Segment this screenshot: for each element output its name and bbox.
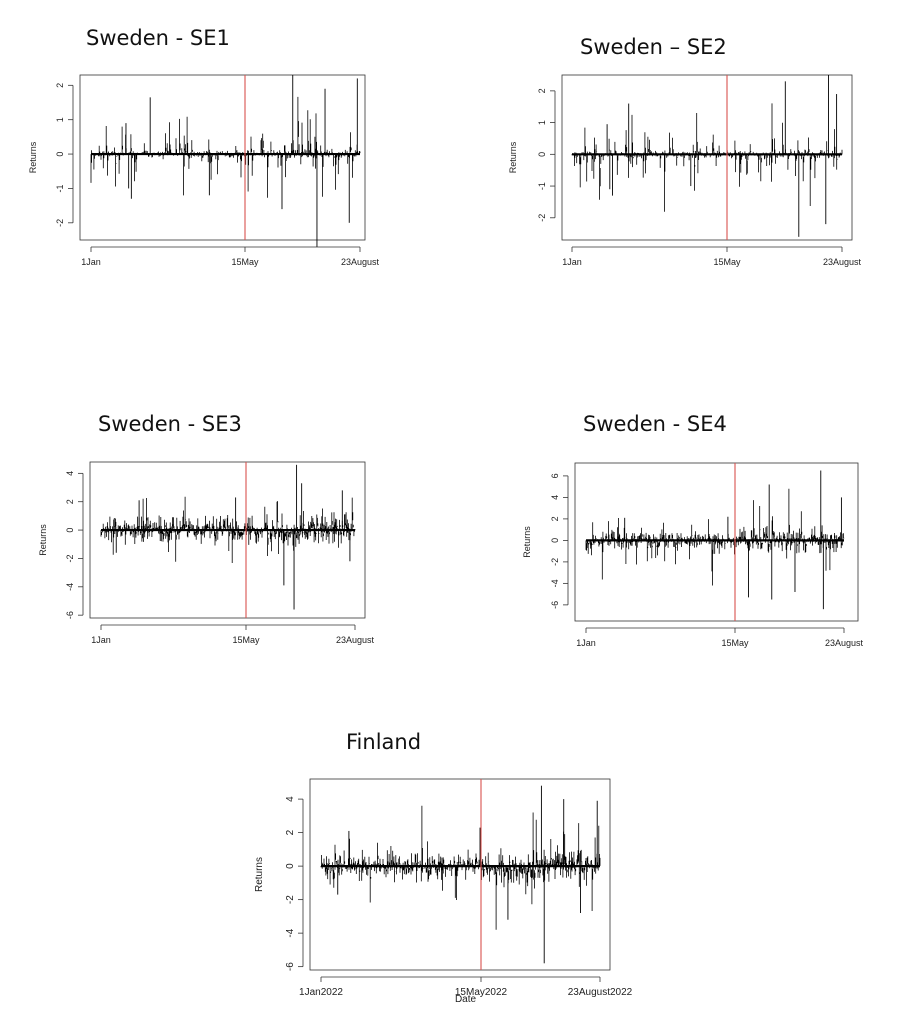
y-axis-label: Returns [508,141,518,173]
x-tick-label: 15May [232,635,260,645]
chart-plot: -2 -1 0 1 2 Returns 1Jan 15May 23August [508,74,862,267]
plot-frame [89,461,366,619]
x-tick-label: 1Jan [562,257,582,267]
y-axis-label: Returns [38,524,48,556]
chart-plot: -6 -4 -2 0 2 4 Returns 1Jan2022 15May2022 23Augus… [254,778,633,1005]
x-tick-label: 15May [231,257,259,267]
x-tick-label: 15May2022 [455,987,508,998]
y-tick-label: -6 [65,611,75,619]
y-tick-label: 4 [65,471,75,476]
x-tick-label: 1Jan [576,638,596,648]
chart-title: Sweden - SE4 [583,412,727,436]
chart-plot: -6 -4 -2 0 2 4 6 Returns 1Jan 15May 23August [522,462,864,648]
y-tick-label: 1 [55,117,65,122]
chart-plot: -2 -1 0 1 2 Returns 1Jan 15May 23August [28,74,380,267]
x-tick-label: 1Jan2022 [299,987,343,998]
x-tick-label: 23August [825,638,864,648]
x-tick-label: 15May [721,638,749,648]
y-tick-label: -1 [537,182,547,190]
y-tick-label: 6 [550,473,560,478]
y-tick-label: -2 [55,219,65,227]
y-tick-label: -2 [65,554,75,562]
chart-panel-se4: Sweden - SE4 -6 -4 -2 0 2 4 6 Returns 1Jan 15May 2… [470,400,910,660]
x-tick-label: 15May [713,257,741,267]
chart-plot: -6 -4 -2 0 2 4 Returns 1Jan 15May 23August [38,461,375,645]
y-tick-label: -6 [550,601,560,609]
x-tick-label: 23August [336,635,375,645]
x-tick-label: 23August2022 [568,987,633,998]
y-tick-label: 0 [65,528,75,533]
y-tick-label: 0 [537,152,547,157]
y-tick-label: -1 [55,184,65,192]
y-axis-label: Returns [28,141,38,173]
y-tick-label: 0 [55,152,65,157]
y-tick-label: -6 [285,962,296,971]
x-axis-label: Date [455,994,477,1005]
y-tick-label: 2 [65,499,75,504]
x-tick-label: 23August [341,257,380,267]
y-axis-label: Returns [522,526,532,558]
y-tick-label: 0 [550,538,560,543]
plot-frame [79,74,366,241]
chart-panel-se2: Sweden – SE2 -2 -1 0 1 2 Returns 1Jan 15May 23Au… [470,0,910,290]
y-tick-label: 2 [550,516,560,521]
y-axis-label: Returns [254,857,265,892]
y-tick-label: 4 [285,796,296,802]
y-tick-label: 0 [285,863,296,869]
chart-title: Sweden - SE1 [86,26,230,50]
x-tick-label: 1Jan [91,635,111,645]
chart-title: Sweden - SE3 [98,412,242,436]
x-tick-label: 1Jan [81,257,101,267]
chart-panel-se3: Sweden - SE3 -6 -4 -2 0 2 4 Returns 1Jan 15May 23… [0,400,460,660]
y-tick-label: -4 [285,928,296,937]
chart-title: Finland [346,730,422,754]
y-tick-label: 2 [537,88,547,93]
chart-panel-se1: Sweden - SE1 -2 -1 0 1 2 Returns 1Jan 15May 23Au… [0,0,460,290]
y-tick-label: -2 [537,214,547,222]
y-tick-label: -4 [65,583,75,591]
y-tick-label: 2 [285,829,296,835]
plot-frame [574,462,859,622]
plot-frame [309,778,611,971]
y-tick-label: -2 [285,895,296,904]
x-tick-label: 23August [823,257,862,267]
y-tick-label: 2 [55,83,65,88]
y-tick-label: 4 [550,495,560,500]
chart-panel-finland: Finland -6 -4 -2 0 2 4 Returns 1Jan2022 15May202… [240,720,680,1020]
y-tick-label: 1 [537,120,547,125]
y-tick-label: -2 [550,558,560,566]
plot-frame [561,74,853,241]
chart-title: Sweden – SE2 [580,35,727,59]
y-tick-label: -4 [550,579,560,587]
returns-series-line [320,805,601,930]
